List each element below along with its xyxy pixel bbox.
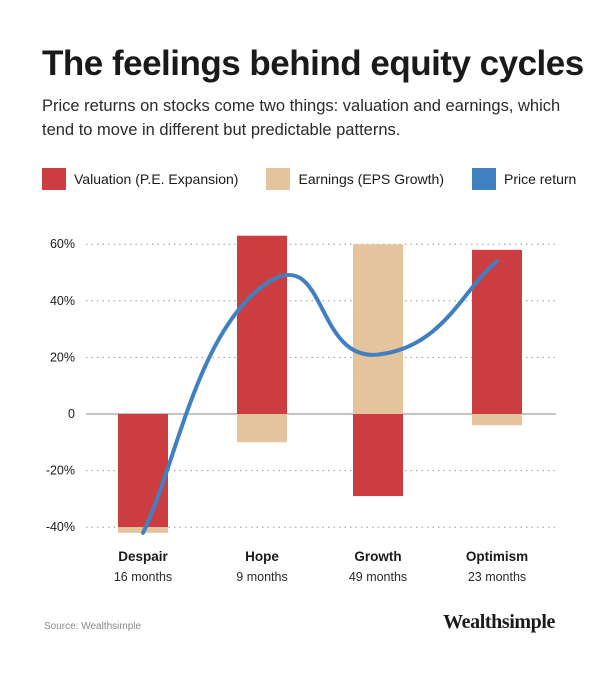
category-label: Despair: [118, 549, 168, 564]
legend-label-valuation: Valuation (P.E. Expansion): [74, 171, 239, 187]
legend-swatch-price-return: [471, 168, 496, 190]
category-label: Optimism: [466, 549, 528, 564]
legend-item-valuation: Valuation (P.E. Expansion): [42, 168, 238, 190]
chart-area: -40% -20% 0 20% 40% 60% Despair 16 months Hope 9 …: [46, 235, 556, 584]
category-duration: 16 months: [114, 570, 172, 584]
bar-valuation-despair: [118, 414, 168, 528]
price-return-line: [141, 259, 499, 535]
y-tick-label: 40%: [50, 294, 75, 308]
y-tick-label: 60%: [50, 237, 75, 251]
bar-earnings-optimism: [472, 414, 522, 426]
category-duration: 49 months: [349, 570, 407, 584]
legend-label-price-return: Price return: [503, 171, 577, 187]
category-duration: 9 months: [236, 570, 287, 584]
legend-swatch-earnings: [266, 168, 291, 190]
legend-swatch-valuation: [42, 168, 66, 190]
bar-valuation-growth: [353, 414, 403, 497]
legend-label-earnings: Earnings (EPS Growth): [298, 171, 444, 187]
category-label: Growth: [354, 549, 401, 564]
bar-earnings-growth: [353, 244, 403, 414]
brand-logo: Wealthsimple: [443, 611, 555, 633]
y-tick-label: 0: [68, 407, 75, 421]
category-label: Hope: [245, 549, 279, 564]
category-duration: 23 months: [468, 570, 526, 584]
chart-subtitle: Price returns on stocks come two things:…: [42, 97, 561, 139]
y-tick-label: -40%: [46, 520, 75, 534]
bar-valuation-hope: [237, 235, 287, 414]
legend-item-earnings: Earnings (EPS Growth): [266, 168, 444, 190]
legend-item-price-return: Price return: [471, 168, 577, 190]
chart-title: The feelings behind equity cycles: [42, 44, 584, 83]
legend: Valuation (P.E. Expansion) Earnings (EPS…: [42, 168, 576, 190]
y-tick-label: 20%: [50, 350, 75, 364]
bar-earnings-hope: [237, 414, 287, 443]
bar-valuation-optimism: [472, 249, 522, 414]
source-note: Source: Wealthsimple: [44, 621, 142, 632]
y-tick-label: -20%: [46, 464, 75, 478]
